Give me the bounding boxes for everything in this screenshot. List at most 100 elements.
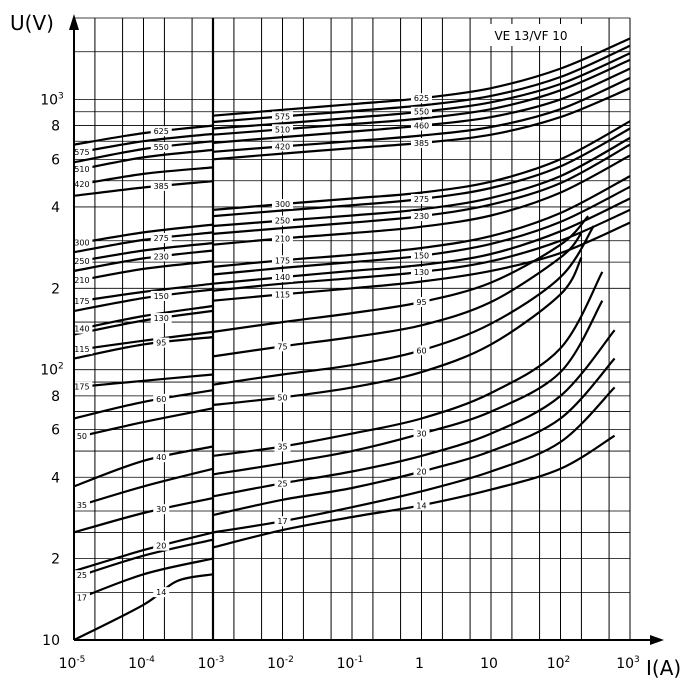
y-tick-label: 103: [40, 91, 64, 108]
high-curve-label: 17: [277, 517, 287, 526]
high-curve-label: 175: [275, 256, 290, 265]
low-curve-40: [73, 445, 214, 488]
low-curve-label-bg: [71, 164, 93, 175]
low-curve-label-bg: [71, 237, 93, 248]
y-axis-arrow: [69, 14, 79, 30]
high-curve-label-bg: [272, 124, 293, 135]
y-axis-title: U(V): [10, 11, 54, 35]
high-curve-label: 50: [277, 393, 287, 402]
low-curve-label: 250: [74, 257, 89, 266]
low-curve-label: 300: [74, 239, 89, 248]
low-curve-label-bg: [71, 255, 93, 266]
low-curve-label-bg: [150, 233, 172, 244]
high-curve-label: 35: [277, 442, 287, 451]
low-curve-275: [73, 231, 214, 254]
y-tick-label: 8: [51, 389, 60, 405]
high-curve-label: 460: [414, 122, 429, 131]
low-curve-label-bg: [73, 570, 90, 581]
low-curve-230: [73, 249, 214, 272]
x-tick-label: 10-1: [337, 655, 364, 672]
high-curve-label: 25: [277, 479, 287, 488]
high-curve-label: 14: [416, 501, 426, 510]
high-curve-label-bg: [274, 392, 291, 403]
low-curve-385: [73, 180, 214, 197]
low-curve-label: 175: [74, 297, 89, 306]
low-curve-label: 25: [77, 571, 87, 580]
x-tick-label: 10-3: [198, 655, 225, 672]
low-curve-label-bg: [153, 452, 170, 463]
low-curve-label: 175: [74, 383, 89, 392]
low-curve-label-bg: [71, 275, 93, 286]
low-curve-label: 625: [154, 127, 169, 136]
low-curve-label-bg: [150, 313, 172, 324]
high-curve-label: 510: [275, 125, 290, 134]
x-tick-label: 10-2: [267, 655, 294, 672]
low-curve-label-bg: [71, 179, 93, 190]
low-curve-label-bg: [153, 540, 170, 551]
low-curve-label-bg: [73, 430, 90, 441]
high-curve-label: 60: [416, 346, 426, 355]
low-curve-label: 30: [156, 505, 166, 514]
low-curve-label: 385: [154, 182, 169, 191]
low-curve-label-bg: [150, 290, 172, 301]
y-tick-label: 4: [51, 200, 60, 216]
low-curve-60: [73, 389, 214, 420]
low-curve-625: [73, 124, 214, 146]
high-curve-label: 75: [277, 342, 287, 351]
y-tick-label: 10: [42, 633, 60, 649]
low-curve-label: 420: [74, 180, 89, 189]
high-curve-label: 230: [414, 212, 429, 221]
high-curve-label: 420: [275, 142, 290, 151]
low-curve-20: [73, 531, 214, 573]
high-curve-label: 95: [416, 298, 426, 307]
low-curve-label: 230: [154, 252, 169, 261]
high-curve-label: 30: [416, 430, 426, 439]
x-tick-label: 10: [480, 656, 498, 672]
high-curve-label: 140: [275, 273, 290, 282]
low-curve-label: 275: [154, 234, 169, 243]
y-tick-label: 102: [40, 362, 64, 379]
high-curve-label: 575: [275, 112, 290, 121]
high-curve-label: 275: [414, 195, 429, 204]
high-curve-label-bg: [413, 500, 430, 511]
low-curve-label: 35: [77, 501, 87, 510]
x-tick-label: 103: [616, 655, 640, 672]
high-curve-label-bg: [272, 111, 293, 122]
high-curve-label-bg: [272, 141, 293, 152]
low-curve-label: 130: [154, 314, 169, 323]
low-curve-label: 550: [154, 143, 169, 152]
high-curve-14: [212, 434, 616, 549]
low-curve-150: [73, 288, 214, 312]
low-curve-label: 60: [156, 395, 166, 404]
high-curve-label: 20: [416, 468, 426, 477]
annotation-box-bg: [472, 24, 590, 46]
low-curve-label: 510: [74, 165, 89, 174]
low-curve-label: 14: [156, 588, 166, 597]
high-curve-label-bg: [413, 466, 430, 477]
low-curve-95: [73, 336, 214, 360]
high-curve-label: 625: [414, 94, 429, 103]
low-curve-label: 150: [154, 292, 169, 301]
high-curve-label-bg: [411, 120, 432, 131]
high-curve-label: 210: [275, 234, 290, 243]
low-curve-label: 115: [74, 345, 89, 354]
low-curve-label-bg: [73, 592, 90, 603]
low-curve-label: 17: [77, 594, 87, 603]
high-curve-label-bg: [274, 341, 291, 352]
low-curve-550: [73, 140, 214, 164]
annotation-text: VE 13/VF 10: [494, 29, 567, 43]
low-curve-label-bg: [71, 344, 93, 355]
y-tick-label: 8: [51, 119, 60, 135]
high-curve-label-bg: [274, 516, 291, 527]
high-curve-label: 300: [275, 200, 290, 209]
high-curve-label-bg: [274, 478, 291, 489]
high-curve-label: 550: [414, 108, 429, 117]
x-tick-label: 10-4: [128, 655, 155, 672]
low-curve-label: 40: [156, 453, 166, 462]
high-curve-label-bg: [272, 255, 293, 266]
low-curve-label-bg: [150, 126, 172, 137]
high-curve-label: 130: [414, 268, 429, 277]
low-curve-label-bg: [71, 323, 93, 334]
low-curve-label-bg: [153, 587, 170, 598]
